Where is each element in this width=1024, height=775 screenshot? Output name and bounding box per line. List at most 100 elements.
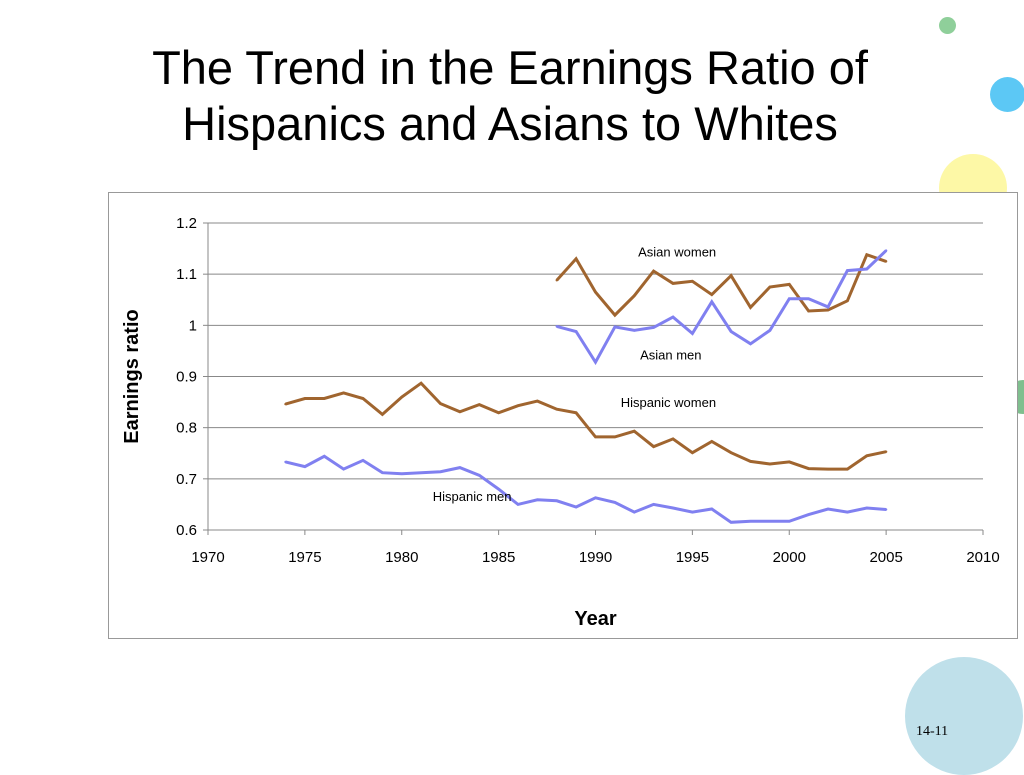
data-point-hispanic-men [400, 472, 403, 475]
data-point-hispanic-women [574, 411, 578, 415]
data-point-hispanic-men [633, 510, 636, 514]
series-annotation-asian-women: Asian women [638, 244, 716, 259]
data-point-hispanic-men [671, 506, 675, 510]
series-hispanic-women [284, 381, 888, 471]
series-asian-women [555, 252, 888, 318]
series-annotation-hispanic-men: Hispanic men [433, 489, 512, 504]
data-point-hispanic-men [729, 521, 733, 524]
x-tick-label: 2000 [773, 549, 806, 566]
series-line-hispanic-women [285, 381, 887, 471]
data-point-hispanic-women [729, 451, 733, 454]
series-line-asian-women [555, 252, 887, 318]
series-line-hispanic-men [285, 454, 887, 524]
data-point-asian-women [555, 279, 558, 282]
data-point-hispanic-women [439, 402, 442, 405]
data-point-hispanic-women [884, 450, 888, 453]
slide-title-line-2: Hispanics and Asians to Whites [182, 97, 838, 150]
data-point-asian-women [633, 294, 636, 297]
y-tick-label: 1 [189, 317, 197, 334]
data-point-asian-men [613, 325, 617, 329]
data-point-asian-women [807, 309, 810, 313]
data-point-asian-women [729, 274, 733, 277]
data-point-hispanic-women [788, 460, 791, 464]
data-point-hispanic-men [652, 503, 655, 506]
data-point-hispanic-men [478, 474, 481, 477]
data-point-hispanic-women [826, 467, 830, 471]
data-point-asian-women [884, 260, 888, 263]
data-point-hispanic-men [613, 501, 617, 504]
data-point-asian-women [710, 293, 713, 296]
data-point-hispanic-women [594, 435, 597, 439]
data-point-asian-men [555, 325, 558, 328]
data-point-asian-women [671, 282, 675, 285]
data-point-asian-women [691, 280, 694, 283]
decorative-circle-green-small [939, 17, 956, 34]
data-point-hispanic-women [865, 454, 868, 458]
data-point-asian-women [613, 313, 617, 317]
y-axis-title: Earnings ratio [121, 309, 143, 443]
data-point-asian-women [768, 285, 772, 289]
data-point-hispanic-women [652, 445, 655, 448]
series-annotation-hispanic-women: Hispanic women [621, 395, 716, 410]
data-point-hispanic-women [807, 467, 810, 470]
data-point-hispanic-men [710, 507, 713, 511]
decorative-circle-cyan [990, 77, 1024, 112]
data-point-hispanic-men [381, 471, 384, 474]
data-point-asian-men [574, 330, 578, 333]
data-point-hispanic-women [458, 410, 462, 414]
y-tick-label: 0.8 [176, 420, 197, 437]
y-tick-label: 0.6 [176, 522, 197, 539]
data-point-asian-men [594, 360, 597, 364]
x-tick-label: 2005 [869, 549, 902, 566]
slide-title: The Trend in the Earnings Ratio of Hispa… [70, 40, 950, 152]
data-point-asian-men [846, 269, 849, 272]
x-tick-label: 1990 [579, 549, 612, 566]
data-point-hispanic-women [381, 413, 384, 416]
data-point-asian-men [729, 330, 733, 333]
data-point-hispanic-men [555, 499, 558, 503]
data-point-asian-men [807, 297, 810, 300]
y-tick-label: 1.1 [176, 266, 197, 283]
data-point-asian-men [768, 329, 772, 332]
data-point-asian-women [788, 283, 791, 286]
data-point-hispanic-men [749, 520, 752, 523]
data-point-hispanic-women [303, 397, 307, 400]
page-number: 14-11 [916, 724, 949, 739]
data-point-hispanic-men [788, 520, 791, 523]
y-tick-label: 1.2 [176, 215, 197, 232]
data-point-hispanic-women [342, 391, 345, 395]
data-point-hispanic-women [671, 437, 675, 441]
earnings-ratio-line-chart: 0.6 0.7 0.8 0.9 1 1.1 1.2 1970 1975 1980 1985 1990 1… [121, 215, 1000, 630]
data-point-hispanic-men [536, 498, 539, 502]
data-point-asian-men [788, 297, 791, 300]
y-tick-label: 0.7 [176, 471, 197, 488]
y-tick-label: 0.9 [176, 369, 197, 386]
data-point-hispanic-women [419, 381, 423, 385]
data-point-asian-women [652, 269, 655, 273]
x-axis-title: Year [574, 608, 616, 630]
data-point-asian-women [865, 253, 868, 256]
data-point-asian-women [594, 290, 597, 294]
slide-title-line-1: The Trend in the Earnings Ratio of [152, 41, 868, 94]
data-point-hispanic-men [807, 513, 810, 516]
x-tick-label: 2010 [966, 549, 999, 566]
data-point-hispanic-men [303, 465, 307, 468]
data-point-hispanic-men [691, 510, 694, 514]
series-annotation-asian-men: Asian men [640, 348, 701, 363]
data-point-hispanic-women [691, 451, 694, 454]
data-point-hispanic-women [710, 440, 713, 443]
data-point-asian-women [846, 299, 849, 302]
data-point-asian-men [749, 342, 752, 345]
data-point-hispanic-women [478, 403, 481, 406]
data-point-hispanic-men [846, 510, 849, 514]
data-point-asian-men [652, 326, 655, 329]
data-point-hispanic-women [400, 395, 403, 399]
decorative-circle-lightblue-large [905, 657, 1023, 775]
data-point-hispanic-men [361, 459, 365, 462]
data-point-asian-men [884, 249, 888, 252]
data-point-asian-men [671, 315, 675, 319]
data-point-asian-women [749, 306, 752, 309]
x-tick-label: 1975 [288, 549, 321, 566]
data-point-hispanic-women [536, 399, 539, 403]
data-point-hispanic-men [574, 505, 578, 509]
